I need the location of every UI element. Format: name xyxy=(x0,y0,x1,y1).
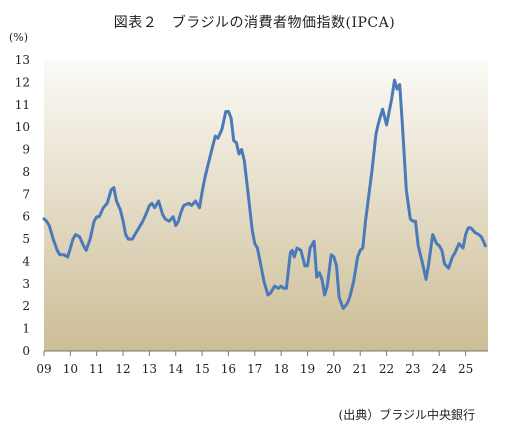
x-tick-label: 14 xyxy=(168,362,184,376)
x-tick-label: 11 xyxy=(89,362,104,376)
x-tick-label: 19 xyxy=(300,362,315,376)
x-tick-label: 09 xyxy=(36,362,51,376)
x-tick-label: 23 xyxy=(405,362,420,376)
x-tick-label: 12 xyxy=(115,362,130,376)
x-tick-label: 20 xyxy=(326,362,341,376)
plot-area xyxy=(44,60,488,351)
x-tick-label: 10 xyxy=(63,362,78,376)
x-tick-label: 25 xyxy=(458,362,473,376)
source-note: (出典）ブラジル中央銀行 xyxy=(338,408,475,422)
y-tick-label: 11 xyxy=(15,98,30,112)
y-tick-label: 3 xyxy=(22,277,30,291)
y-tick-label: 4 xyxy=(22,254,30,268)
y-tick-label: 0 xyxy=(22,344,30,358)
y-tick-label: 12 xyxy=(15,75,30,89)
y-tick-label: 2 xyxy=(22,299,30,313)
y-tick-label: 8 xyxy=(22,165,30,179)
chart-title: 図表２ ブラジルの消費者物価指数(IPCA) xyxy=(113,15,396,31)
y-tick-label: 7 xyxy=(22,187,30,201)
x-tick-label: 17 xyxy=(247,362,262,376)
y-tick-label: 13 xyxy=(15,53,30,67)
y-tick-label: 1 xyxy=(22,322,30,336)
x-tick-label: 13 xyxy=(142,362,157,376)
y-tick-label: 10 xyxy=(15,120,30,134)
x-tick-label: 15 xyxy=(194,362,209,376)
y-tick-label: 9 xyxy=(22,143,30,157)
x-axis-ticks: 09 10 11 12 13 14 15 16 17 18 19 20 21 22 23 24 25 xyxy=(36,351,473,376)
ipca-series-line xyxy=(42,78,487,310)
x-tick-label: 21 xyxy=(353,362,368,376)
y-axis-unit-label: (%) xyxy=(9,31,29,44)
x-tick-label: 18 xyxy=(274,362,289,376)
x-tick-label: 22 xyxy=(379,362,394,376)
y-tick-label: 5 xyxy=(22,232,30,246)
x-tick-label: 16 xyxy=(221,362,236,376)
y-tick-label: 6 xyxy=(22,210,30,224)
x-tick-label: 24 xyxy=(432,362,448,376)
